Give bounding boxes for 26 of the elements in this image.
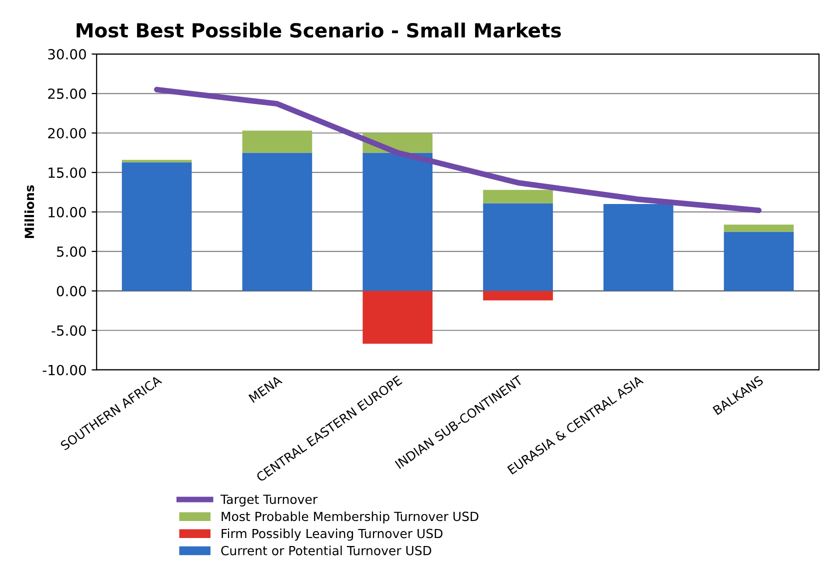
bar — [724, 232, 794, 291]
y-tick-label: 15.00 — [48, 167, 86, 178]
bar — [603, 204, 674, 291]
y-tick-label: 10.00 — [48, 206, 86, 218]
legend-label: Target Turnover — [220, 494, 318, 506]
legend-label: Firm Possibly Leaving Turnover USD — [222, 528, 442, 541]
y-tick-label: 30.00 — [48, 49, 86, 60]
legend-label: Current or Potential Turnover USD — [221, 546, 432, 556]
y-tick-label: 0.00 — [56, 286, 86, 296]
y-tick-label: 5.00 — [57, 246, 86, 257]
bar — [362, 290, 433, 344]
y-tick-label: -10.00 — [42, 364, 86, 376]
bar — [242, 152, 312, 291]
bar — [483, 203, 553, 291]
chart-title: Most Best Possible Scenario - Small Markets — [76, 22, 561, 38]
bar — [724, 224, 794, 232]
bar — [483, 190, 553, 204]
y-axis-title: Millions — [24, 185, 34, 238]
y-tick-label: 20.00 — [48, 128, 86, 138]
bar — [242, 130, 312, 153]
y-tick-label: -5.00 — [52, 325, 86, 336]
legend-label: Most Probable Membership Turnover USD — [222, 511, 478, 524]
y-tick-label: 25.00 — [48, 88, 86, 100]
bar — [122, 162, 192, 291]
bar — [362, 152, 433, 291]
bar — [483, 290, 553, 300]
